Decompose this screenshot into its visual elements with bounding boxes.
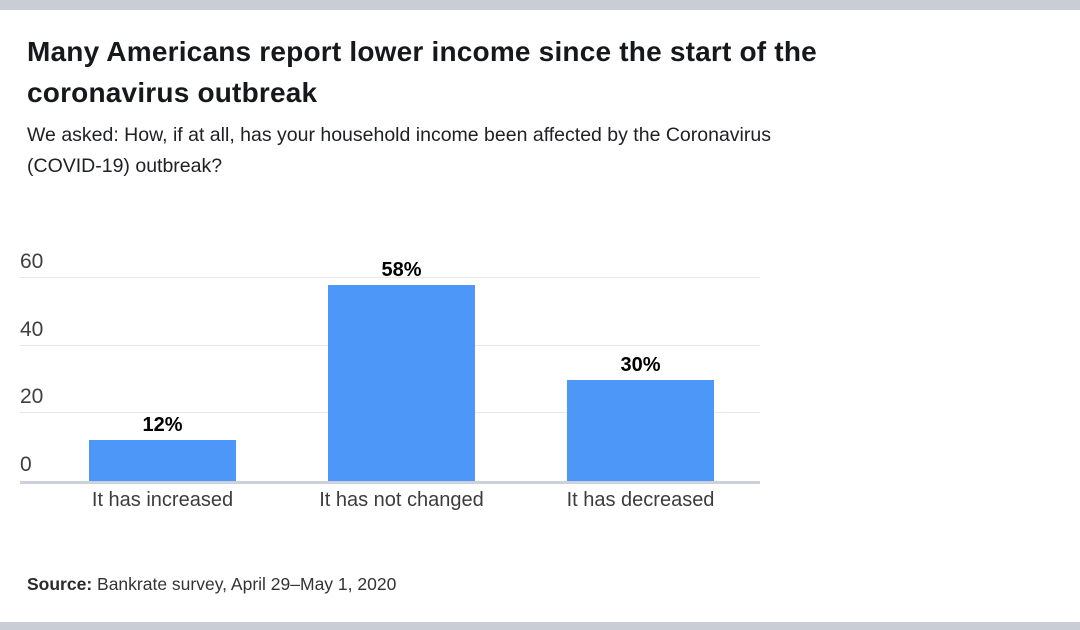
bar-value-label: 12% xyxy=(142,414,183,437)
bar-value-label: 58% xyxy=(381,258,422,281)
chart-subtitle: We asked: How, if at all, has your house… xyxy=(27,124,771,177)
x-axis-baseline xyxy=(20,481,760,484)
source-note: Source: Bankrate survey, April 29–May 1,… xyxy=(27,572,396,596)
top-border xyxy=(0,0,1080,10)
bottom-border xyxy=(0,622,1080,630)
y-tick-label: 60 xyxy=(20,250,44,273)
y-tick-label: 20 xyxy=(20,385,44,409)
plot-area: 0 20 40 60 12% 58% 30% xyxy=(20,240,760,484)
y-tick-label: 0 xyxy=(20,453,32,476)
chart-title: Many Americans report lower income since… xyxy=(27,36,817,108)
gridline xyxy=(20,277,760,278)
bar xyxy=(328,284,475,481)
source-label: Source: xyxy=(27,574,93,594)
y-tick-label: 40 xyxy=(20,317,44,341)
x-category-label: It has decreased xyxy=(566,489,715,511)
x-category-label: It has increased xyxy=(91,489,234,511)
x-category-label: It has not changed xyxy=(319,489,484,511)
source-text: Bankrate survey, April 29–May 1, 2020 xyxy=(92,574,397,594)
bar xyxy=(89,440,236,481)
bar xyxy=(567,379,714,481)
bar-value-label: 30% xyxy=(620,353,661,376)
x-axis-labels: It has increased It has not changed It has… xyxy=(20,487,760,513)
